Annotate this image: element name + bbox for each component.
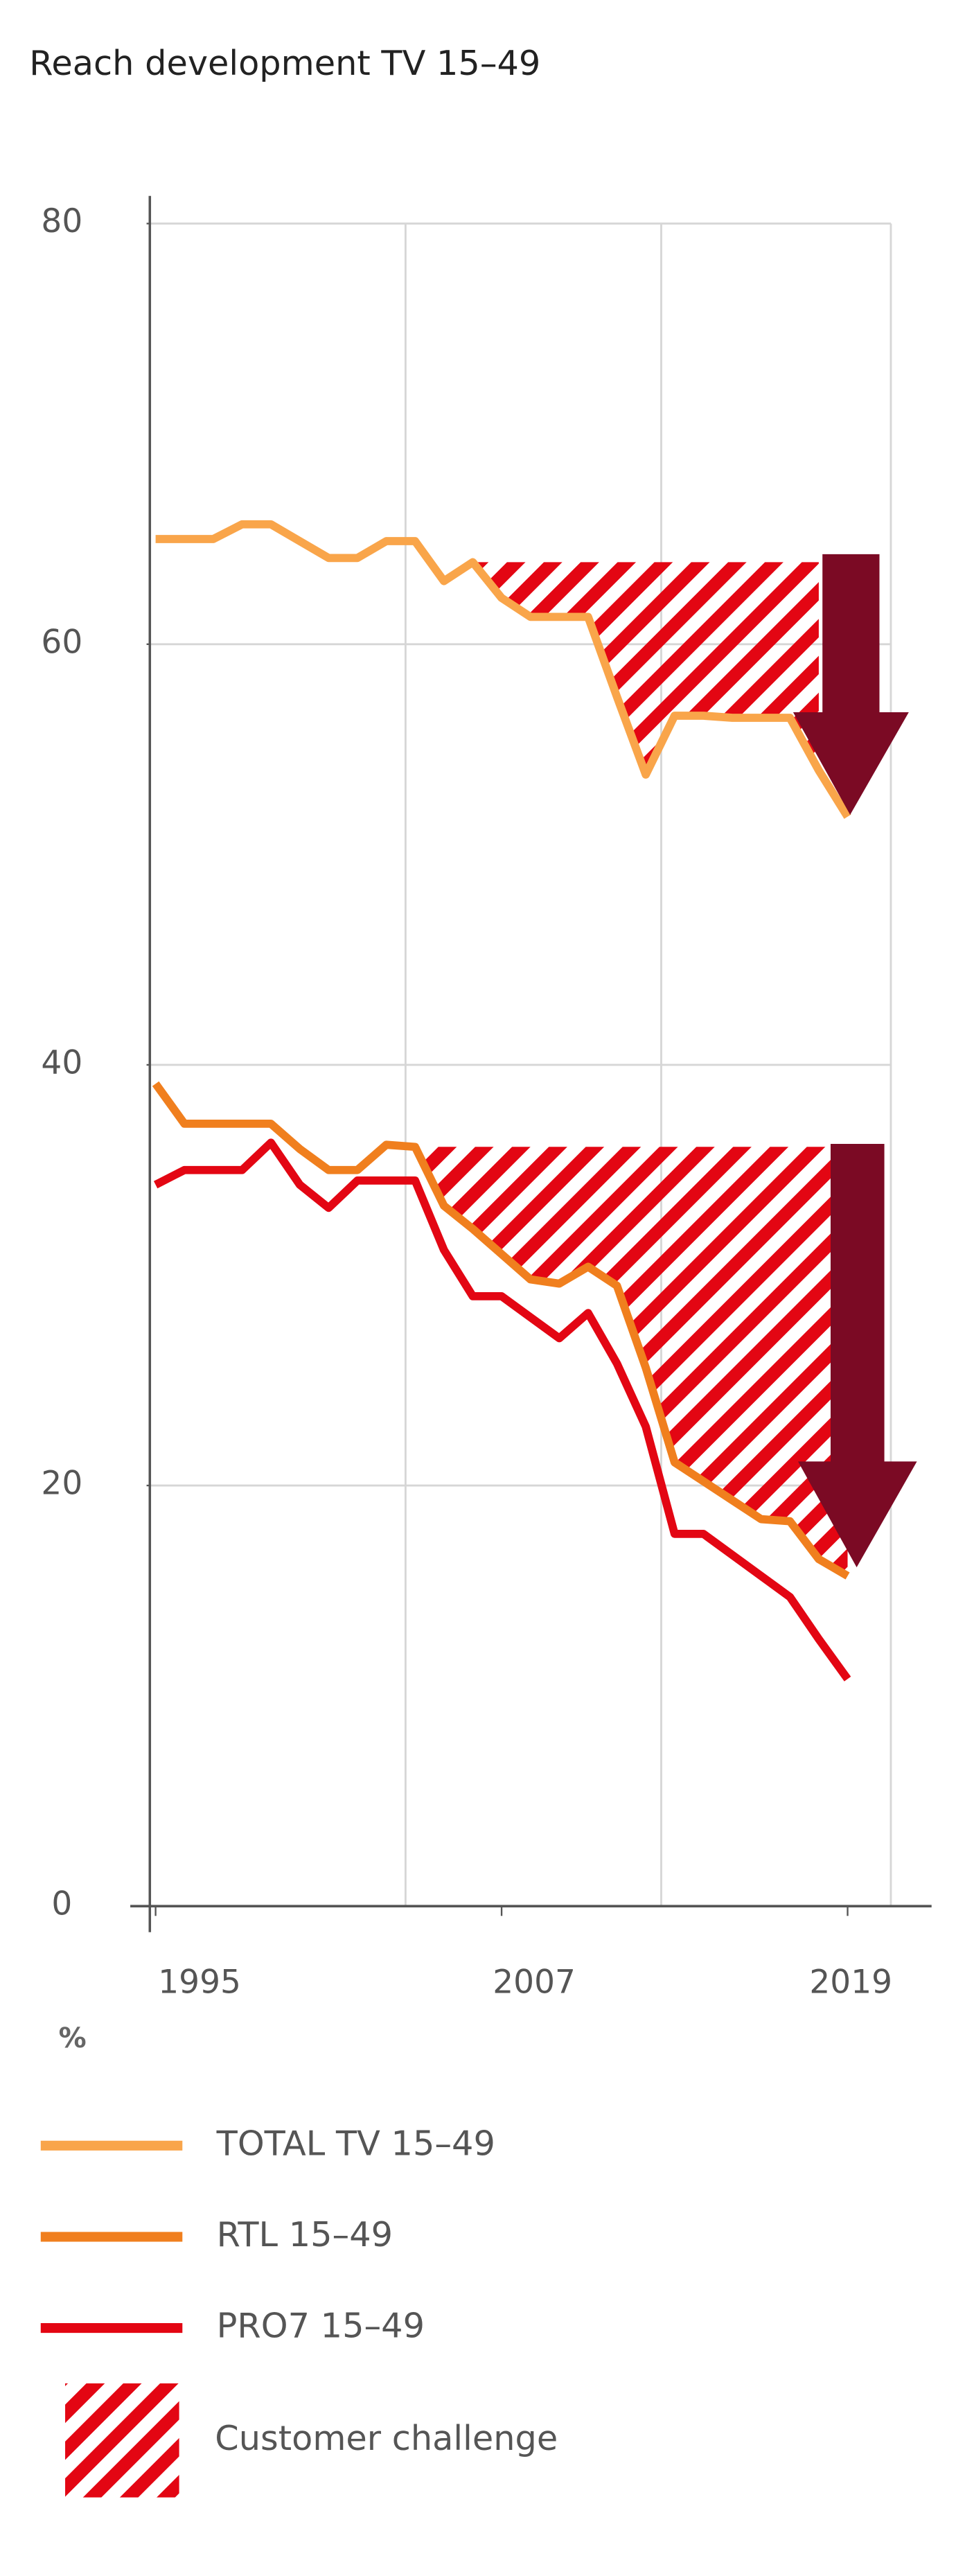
y-tick-label: 40 [41,1043,82,1082]
series-line [155,520,851,819]
decline-arrow [793,554,909,815]
x-tick-label: 2019 [809,1964,892,2002]
y-tick-label: 60 [41,623,82,661]
y-unit: % [59,2022,87,2054]
y-tick-label: 20 [41,1465,82,1503]
series-line [152,1081,850,1580]
legend-label: PRO7 15–49 [217,2306,425,2346]
y-tick-label: 0 [51,1885,72,1923]
challenge-area [472,562,819,775]
legend-label: Customer challenge [215,2418,558,2458]
x-tick-label: 1995 [158,1964,241,2002]
arrows [793,554,917,1568]
x-tick-label: 2007 [493,1964,576,2002]
chart-title: Reach development TV 15–49 [29,43,540,83]
legend-label: TOTAL TV 15–49 [216,2123,495,2163]
decline-arrow [797,1143,917,1568]
y-tick-label: 80 [41,202,82,240]
legend-label: RTL 15–49 [217,2214,393,2255]
challenge-area [415,1147,848,1576]
series-line [153,1138,851,1682]
legend-hatch [65,2383,179,2498]
